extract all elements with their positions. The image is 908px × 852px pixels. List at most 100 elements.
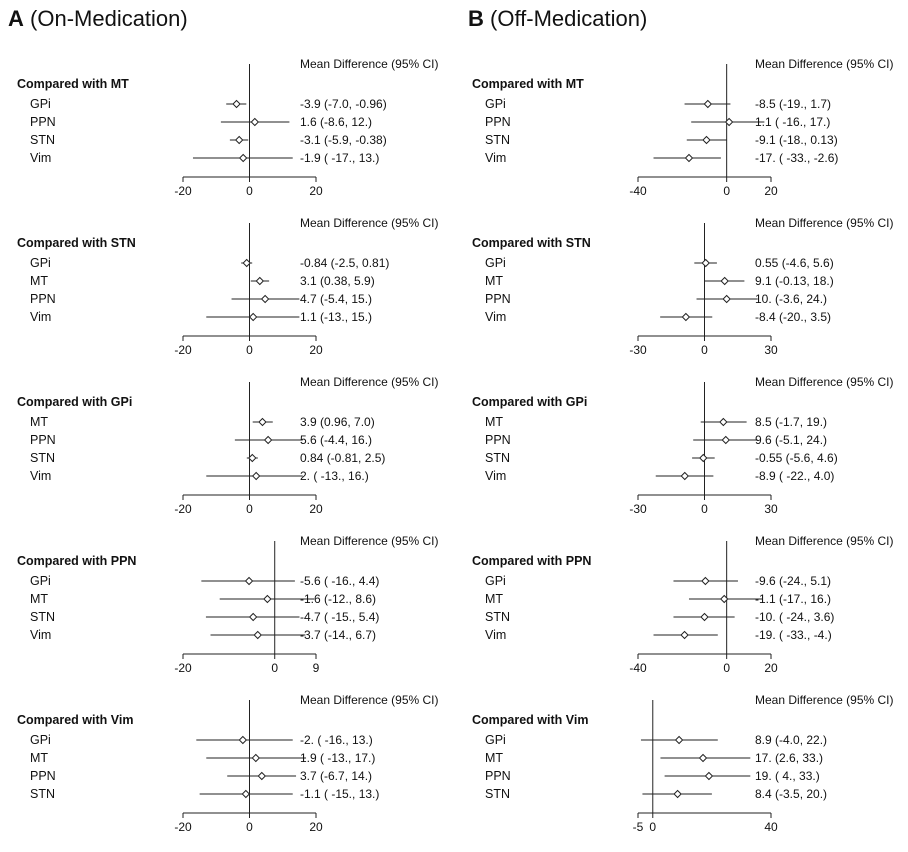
point-estimate-marker — [257, 771, 267, 781]
panel-title: Compared with Vim — [472, 713, 588, 727]
point-estimate-marker — [238, 735, 248, 745]
forest-panel: Mean Difference (95% CI) Compared with MT… — [455, 52, 905, 216]
point-estimate-marker — [721, 435, 730, 445]
point-estimate-marker — [719, 417, 728, 427]
forest-plot: Mean Difference (95% CI) Compared with ST… — [472, 216, 894, 357]
row-label: MT — [485, 751, 503, 765]
point-estimate-marker — [700, 612, 709, 622]
point-estimate-marker — [702, 135, 711, 145]
point-estimate-marker — [680, 630, 689, 640]
mean-difference-header: Mean Difference (95% CI) — [300, 57, 439, 71]
mean-difference-header: Mean Difference (95% CI) — [755, 375, 894, 389]
row-label: Vim — [485, 310, 506, 324]
row-label: STN — [30, 133, 55, 147]
x-tick-label: 30 — [764, 343, 778, 357]
row-label: MT — [485, 592, 503, 606]
panel-title: Compared with STN — [472, 236, 591, 250]
estimate-value-label: -8.4 (-20., 3.5) — [755, 310, 831, 324]
forest-panel: Mean Difference (95% CI) Compared with Vi… — [0, 688, 450, 852]
row-label: PPN — [485, 769, 511, 783]
forest-panel: Mean Difference (95% CI) Compared with GP… — [0, 370, 450, 534]
forest-plot: Mean Difference (95% CI) Compared with MT… — [472, 57, 894, 198]
x-tick-label: -5 — [633, 820, 644, 834]
point-estimate-marker — [701, 576, 710, 586]
row-label: GPi — [485, 574, 506, 588]
estimate-value-label: 1.1 ( -16., 17.) — [755, 115, 830, 129]
column-letter: B — [468, 6, 484, 31]
panel-title: Compared with GPi — [472, 395, 587, 409]
point-estimate-marker — [699, 453, 708, 463]
mean-difference-header: Mean Difference (95% CI) — [755, 57, 894, 71]
estimate-value-label: -3.7 (-14., 6.7) — [300, 628, 376, 642]
estimate-value-label: 0.84 (-0.81, 2.5) — [300, 451, 385, 465]
point-estimate-marker — [244, 576, 254, 586]
estimate-value-label: -5.6 ( -16., 4.4) — [300, 574, 379, 588]
forest-panel: Mean Difference (95% CI) Compared with MT… — [0, 52, 450, 216]
row-label: STN — [485, 133, 510, 147]
point-estimate-marker — [241, 789, 251, 799]
point-estimate-marker — [251, 471, 261, 481]
point-estimate-marker — [701, 258, 710, 268]
x-tick-label: -40 — [629, 661, 647, 675]
row-label: STN — [30, 451, 55, 465]
point-estimate-marker — [250, 117, 260, 127]
forest-plot: Mean Difference (95% CI) Compared with GP… — [472, 375, 894, 516]
estimate-value-label: 8.9 (-4.0, 22.) — [755, 733, 827, 747]
row-label: Vim — [485, 469, 506, 483]
x-tick-label: 0 — [701, 502, 708, 516]
row-label: MT — [30, 592, 48, 606]
point-estimate-marker — [248, 453, 257, 463]
forest-plot: Mean Difference (95% CI) Compared with GP… — [17, 375, 439, 516]
estimate-value-label: 3.1 (0.38, 5.9) — [300, 274, 375, 288]
x-tick-label: -30 — [629, 502, 647, 516]
row-label: MT — [485, 415, 503, 429]
panel-title: Compared with GPi — [17, 395, 132, 409]
column-label: (On-Medication) — [30, 6, 188, 31]
point-estimate-marker — [258, 417, 267, 427]
estimate-value-label: -8.9 ( -22., 4.0) — [755, 469, 834, 483]
row-label: PPN — [485, 433, 511, 447]
estimate-value-label: 1.9 ( -13., 17.) — [300, 751, 375, 765]
estimate-value-label: 9.6 (-5.1, 24.) — [755, 433, 827, 447]
mean-difference-header: Mean Difference (95% CI) — [300, 534, 439, 548]
estimate-value-label: -1.1 ( -15., 13.) — [300, 787, 379, 801]
point-estimate-marker — [232, 99, 241, 109]
x-tick-label: 20 — [309, 184, 323, 198]
x-tick-label: -30 — [629, 343, 647, 357]
row-label: GPi — [30, 97, 51, 111]
row-label: Vim — [30, 151, 51, 165]
panel-title: Compared with MT — [472, 77, 584, 91]
x-tick-label: 0 — [649, 820, 656, 834]
estimate-value-label: -2. ( -16., 13.) — [300, 733, 373, 747]
x-tick-label: 20 — [764, 184, 778, 198]
forest-plot: Mean Difference (95% CI) Compared with ST… — [17, 216, 439, 357]
estimate-value-label: -10. ( -24., 3.6) — [755, 610, 834, 624]
point-estimate-marker — [674, 735, 684, 745]
row-label: GPi — [30, 574, 51, 588]
forest-panel: Mean Difference (95% CI) Compared with GP… — [455, 370, 905, 534]
forest-panel: Mean Difference (95% CI) Compared with ST… — [0, 211, 450, 375]
x-tick-label: 0 — [246, 820, 253, 834]
forest-panel: Mean Difference (95% CI) Compared with Vi… — [455, 688, 905, 852]
row-label: MT — [30, 274, 48, 288]
panel-title: Compared with Vim — [17, 713, 133, 727]
point-estimate-marker — [242, 258, 251, 268]
point-estimate-marker — [255, 276, 265, 286]
x-tick-label: -40 — [629, 184, 647, 198]
point-estimate-marker — [251, 753, 261, 763]
x-tick-label: 30 — [764, 502, 778, 516]
mean-difference-header: Mean Difference (95% CI) — [300, 693, 439, 707]
row-label: GPi — [30, 256, 51, 270]
x-tick-label: 0 — [701, 343, 708, 357]
point-estimate-marker — [681, 312, 691, 322]
mean-difference-header: Mean Difference (95% CI) — [755, 534, 894, 548]
x-tick-label: 20 — [764, 661, 778, 675]
forest-panel: Mean Difference (95% CI) Compared with ST… — [455, 211, 905, 375]
row-label: PPN — [485, 292, 511, 306]
estimate-value-label: 3.7 (-6.7, 14.) — [300, 769, 372, 783]
row-label: STN — [485, 787, 510, 801]
estimate-value-label: -9.6 (-24., 5.1) — [755, 574, 831, 588]
estimate-value-label: 3.9 (0.96, 7.0) — [300, 415, 375, 429]
point-estimate-marker — [260, 294, 270, 304]
row-label: PPN — [485, 115, 511, 129]
